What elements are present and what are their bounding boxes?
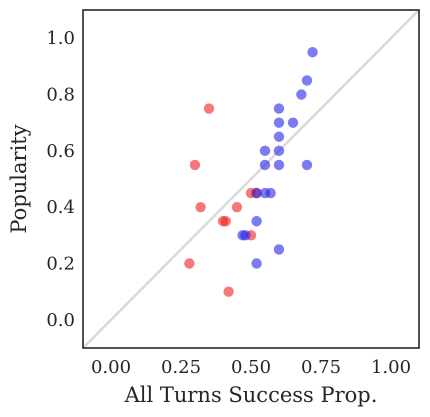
scatter-point [296, 89, 307, 100]
scatter-point [265, 187, 276, 199]
y-axis-label: Popularity [7, 124, 31, 233]
reference-diagonal-line [83, 10, 419, 348]
scatter-point [203, 103, 215, 114]
scatter-point [301, 159, 313, 171]
y-tick-label: 0.4 [46, 197, 75, 218]
x-tick-label: 0.50 [231, 357, 271, 378]
scatter-point [301, 75, 313, 86]
y-tick-label: 0.0 [46, 310, 75, 331]
scatter-point [251, 216, 262, 227]
scatter-point [240, 230, 251, 241]
plot-area [83, 10, 419, 348]
scatter-point [251, 187, 262, 199]
x-tick-label: 0.00 [91, 357, 131, 378]
scatter-point [273, 244, 285, 255]
scatter-point [287, 117, 299, 128]
axis-ticks: 0.00 0.25 0.50 0.75 1.00 0.0 0.2 0.4 0.6 0.8 1.0 [46, 28, 411, 378]
scatter-point [231, 201, 243, 213]
scatter-point [259, 145, 271, 157]
y-tick-label: 1.0 [46, 28, 75, 49]
scatter-point [195, 201, 206, 213]
scatter-point [273, 159, 285, 171]
x-tick-label: 1.00 [371, 357, 411, 378]
scatter-point [220, 216, 231, 227]
scatter-point [273, 131, 285, 142]
scatter-point [273, 103, 285, 114]
scatter-point [223, 286, 234, 297]
scatter-point [273, 145, 285, 157]
scatter-point [251, 258, 262, 269]
scatter-point [273, 117, 285, 128]
x-axis-label: All Turns Success Prop. [124, 383, 378, 407]
x-tick-label: 0.25 [161, 357, 201, 378]
plot-frame [82, 9, 420, 349]
y-tick-label: 0.6 [46, 141, 75, 162]
scatter-point [307, 47, 318, 58]
x-tick-label: 0.75 [301, 357, 341, 378]
scatter-point [189, 159, 201, 171]
y-tick-label: 0.8 [46, 85, 75, 106]
scatter-point [184, 258, 195, 269]
scatter-point [259, 159, 271, 171]
y-tick-label: 0.2 [46, 254, 75, 275]
